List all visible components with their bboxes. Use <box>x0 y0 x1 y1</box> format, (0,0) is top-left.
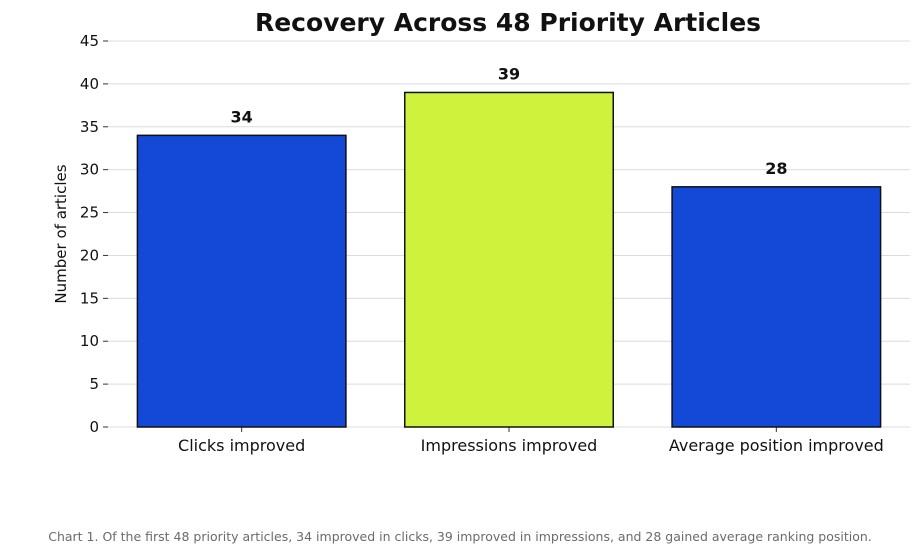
y-tick-label: 20 <box>80 246 99 264</box>
y-axis-label: Number of articles <box>52 164 70 303</box>
y-tick-label: 40 <box>80 75 99 93</box>
y-tick-label: 5 <box>89 375 99 393</box>
y-tick-label: 25 <box>80 204 99 222</box>
bar <box>136 134 347 428</box>
value-labels: 34 39 28 <box>231 64 788 177</box>
chart-caption: Chart 1. Of the first 48 priority articl… <box>48 529 872 544</box>
value-label: 39 <box>498 64 520 83</box>
y-tick-label: 35 <box>80 118 99 136</box>
y-tick-label: 15 <box>80 289 99 307</box>
x-tick-label: Impressions improved <box>421 436 598 455</box>
chart-title: Recovery Across 48 Priority Articles <box>255 8 761 37</box>
y-tick-label: 30 <box>80 161 99 179</box>
x-tick-labels: Clicks improved Impressions improved Avera… <box>178 436 884 455</box>
y-tick-labels: 0 5 10 15 20 25 30 35 40 45 <box>80 32 99 436</box>
x-tick-label: Average position improved <box>669 436 884 455</box>
bars <box>136 91 882 428</box>
x-tick-label: Clicks improved <box>178 436 305 455</box>
y-tick-label: 10 <box>80 332 99 350</box>
bar <box>671 186 882 428</box>
bar <box>403 91 615 428</box>
value-label: 34 <box>231 107 253 126</box>
y-tick-label: 0 <box>89 418 99 436</box>
value-label: 28 <box>765 159 787 178</box>
y-tick-label: 45 <box>80 32 99 50</box>
